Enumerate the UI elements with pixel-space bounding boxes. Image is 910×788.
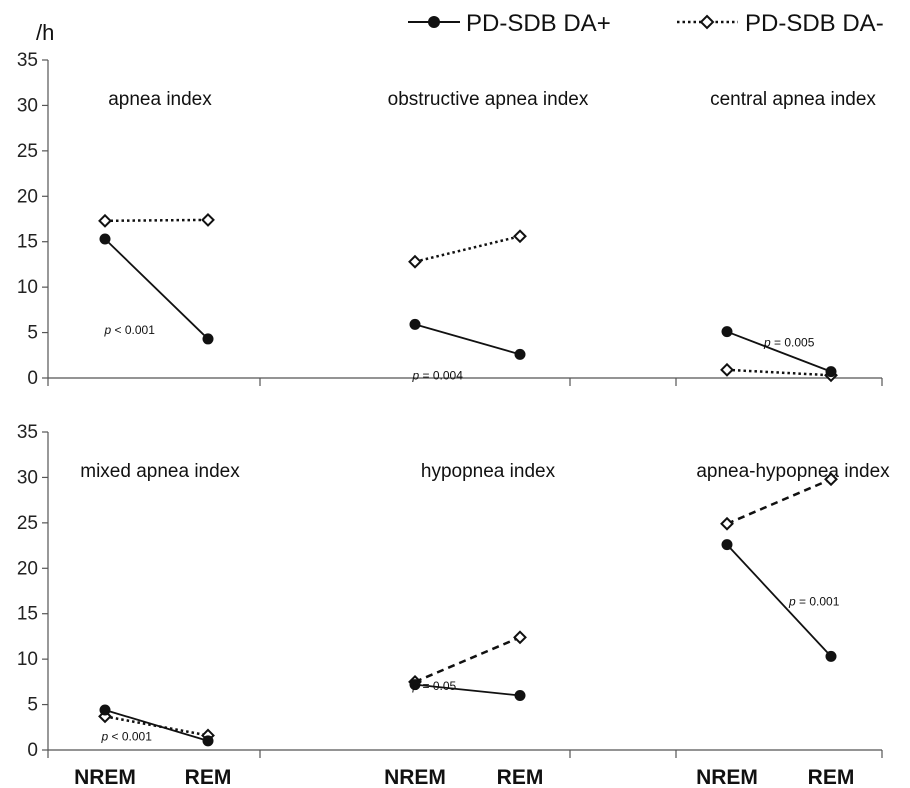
x-category-label-2-0: NREM	[696, 766, 758, 788]
panel-title-5: apnea-hypopnea index	[696, 461, 890, 482]
p-value-symbol-5: p	[788, 595, 796, 609]
p-value-2: p = 0.005	[763, 336, 815, 350]
y-tick-label-0-5: 25	[17, 141, 38, 162]
legend-label-da-minus: PD-SDB DA-	[745, 10, 884, 37]
p-value-symbol-0: p	[104, 323, 112, 337]
plot-area: 0 5 10 15 20 25 30 35 0 5 10 15 20 25 30 35 NREM REM NREM R…	[17, 50, 890, 788]
point-da-minus-4-1	[513, 630, 527, 645]
y-unit-label: /h	[36, 20, 54, 45]
legend-marker-da-plus	[428, 16, 440, 28]
legend: PD-SDB DA+ PD-SDB DA-	[408, 10, 884, 37]
point-da-plus-5-1	[825, 650, 837, 662]
point-da-minus-5-0	[720, 516, 734, 531]
series-line-da-minus-1	[414, 235, 521, 263]
y-tick-label-1-2: 10	[17, 649, 38, 670]
legend-marker-da-minus	[699, 14, 715, 30]
y-tick-label-0-7: 35	[17, 50, 38, 71]
p-value-5: p = 0.001	[788, 595, 840, 609]
p-value-text-1: = 0.004	[419, 368, 463, 382]
x-category-label-1-1: REM	[497, 766, 544, 788]
y-tick-label-0-3: 15	[17, 232, 38, 253]
panel-title-0: apnea index	[108, 89, 212, 110]
y-tick-label-0-4: 20	[17, 186, 38, 207]
series-line-da-minus-4	[414, 636, 521, 684]
point-da-plus-4-0	[409, 679, 421, 691]
p-value-text-5: = 0.001	[796, 595, 840, 609]
series-line-da-plus-5	[726, 544, 832, 658]
series-line-da-plus-0	[104, 238, 209, 340]
p-value-4: p = 0.05	[412, 679, 457, 693]
series-line-da-minus-3	[104, 715, 209, 737]
point-da-plus-0-1	[202, 333, 214, 345]
series-line-da-plus-4	[414, 683, 521, 697]
p-value-symbol-4: p	[412, 679, 420, 693]
point-da-plus-2-0	[721, 326, 733, 338]
p-value-symbol-3: p	[101, 729, 109, 743]
legend-label-da-plus: PD-SDB DA+	[466, 10, 611, 37]
point-da-plus-3-1	[202, 735, 214, 747]
panel-title-1: obstructive apnea index	[388, 89, 589, 110]
x-category-label-2-1: REM	[808, 766, 855, 788]
panel-title-2: central apnea index	[710, 89, 876, 110]
point-da-plus-1-1	[514, 348, 526, 360]
y-tick-label-1-1: 5	[27, 695, 38, 716]
point-da-minus-2-0	[720, 362, 734, 377]
y-tick-label-1-5: 25	[17, 513, 38, 534]
point-da-plus-5-0	[721, 539, 733, 551]
point-da-plus-2-1	[825, 366, 837, 378]
y-tick-label-1-6: 30	[17, 467, 38, 488]
point-da-minus-1-1	[513, 229, 527, 244]
x-category-label-0-0: NREM	[74, 766, 136, 788]
point-da-plus-1-0	[409, 318, 421, 330]
point-da-minus-5-1	[824, 472, 838, 487]
point-da-plus-4-1	[514, 689, 526, 701]
p-value-0: p < 0.001	[104, 323, 156, 337]
y-tick-label-0-2: 10	[17, 277, 38, 298]
p-value-text-4: = 0.05	[419, 679, 456, 693]
p-value-symbol-1: p	[412, 368, 420, 382]
p-value-3: p < 0.001	[101, 729, 153, 743]
y-tick-label-0-1: 5	[27, 323, 38, 344]
series-line-da-minus-5	[726, 478, 832, 525]
point-da-plus-3-0	[99, 704, 111, 716]
point-da-minus-0-0	[98, 213, 112, 228]
point-da-plus-0-0	[99, 233, 111, 245]
x-category-label-0-1: REM	[185, 766, 232, 788]
y-tick-label-1-7: 35	[17, 422, 38, 443]
panel-title-3: mixed apnea index	[80, 461, 240, 482]
y-tick-label-1-3: 15	[17, 604, 38, 625]
y-tick-label-1-0: 0	[27, 740, 38, 761]
p-value-text-2: = 0.005	[771, 336, 815, 350]
series-line-da-plus-2	[726, 330, 832, 373]
series-line-da-minus-0	[104, 218, 209, 223]
y-tick-label-1-4: 20	[17, 558, 38, 579]
point-da-minus-1-0	[408, 254, 422, 269]
p-value-symbol-2: p	[763, 336, 771, 350]
series-line-da-plus-3	[104, 709, 209, 742]
panel-title-4: hypopnea index	[421, 461, 556, 482]
x-category-label-1-0: NREM	[384, 766, 446, 788]
y-tick-label-0-0: 0	[27, 368, 38, 389]
p-value-1: p = 0.004	[412, 368, 464, 382]
series-line-da-minus-2	[726, 368, 832, 377]
y-tick-label-0-6: 30	[17, 95, 38, 116]
series-line-da-plus-1	[414, 323, 521, 356]
p-value-text-3: < 0.001	[108, 729, 152, 743]
p-value-text-0: < 0.001	[111, 323, 155, 337]
point-da-minus-0-1	[201, 212, 215, 227]
